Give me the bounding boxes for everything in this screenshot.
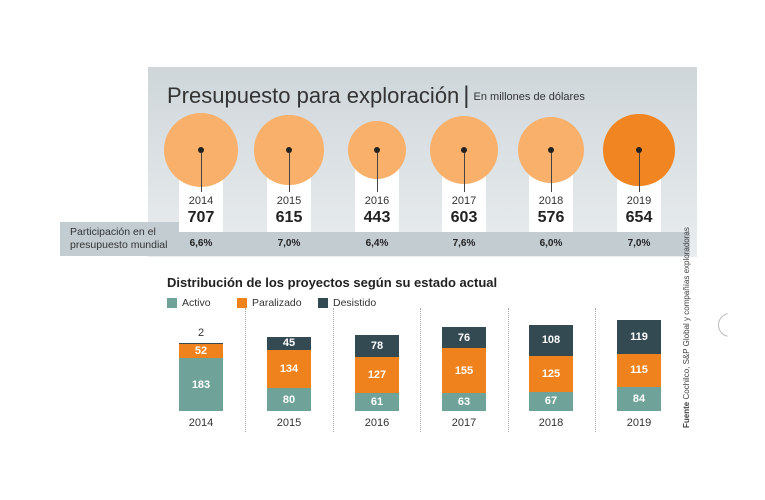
budget-value: 443 — [363, 209, 391, 226]
legend-label: Activo — [182, 297, 211, 309]
chart-title: Distribución de los proyectos según su e… — [167, 275, 498, 290]
budget-year: 2017 — [451, 195, 477, 207]
budget-year: 2019 — [626, 195, 652, 207]
legend-item: Activo — [167, 297, 211, 309]
source-note: Fuente Cochilco, S&P Global y compañías … — [682, 227, 691, 428]
budget-year: 2018 — [538, 195, 564, 207]
share-label: Participación en el presupuesto mundial — [70, 226, 167, 252]
x-tick-label: 2016 — [364, 417, 390, 429]
column-separator — [245, 308, 246, 432]
circle-stem — [201, 150, 202, 192]
title-separator: | — [463, 82, 470, 109]
bar-segment-desistido: 45 — [267, 336, 311, 350]
column-separator — [508, 308, 509, 432]
column-separator — [333, 308, 334, 432]
bar-segment-paralizado: 115 — [617, 353, 661, 387]
circle-center-dot — [636, 147, 642, 153]
share-band-right — [160, 232, 690, 256]
circle-center-dot — [461, 147, 467, 153]
scroll-edge-icon — [718, 313, 728, 337]
share-value: 6,0% — [539, 238, 563, 249]
x-tick-label: 2019 — [626, 417, 652, 429]
bar-segment-desistido — [179, 342, 223, 344]
budget-value: 576 — [537, 209, 565, 226]
legend-swatch — [237, 298, 247, 308]
legend-label: Paralizado — [252, 297, 302, 309]
budget-value: 603 — [450, 209, 478, 226]
share-value: 6,4% — [365, 238, 389, 249]
title-text: Presupuesto para exploración — [167, 83, 460, 108]
share-value: 7,0% — [627, 238, 651, 249]
x-tick-label: 2017 — [451, 417, 477, 429]
budget-year: 2015 — [276, 195, 302, 207]
circle-center-dot — [548, 147, 554, 153]
bar-segment-activo: 183 — [179, 358, 223, 411]
budget-value: 654 — [625, 209, 653, 226]
bar-segment-activo: 63 — [442, 392, 486, 411]
bar-segment-paralizado: 155 — [442, 348, 486, 393]
source-label: Fuente — [682, 401, 691, 428]
bar-segment-paralizado: 134 — [267, 349, 311, 389]
circle-stem — [289, 150, 290, 192]
x-tick-label: 2014 — [188, 417, 214, 429]
bar-segment-desistido: 76 — [442, 326, 486, 349]
circle-center-dot — [286, 147, 292, 153]
budget-year: 2016 — [364, 195, 390, 207]
bar-segment-activo: 84 — [617, 386, 661, 411]
x-tick-label: 2015 — [276, 417, 302, 429]
share-label-line1: Participación en el — [70, 226, 156, 238]
bar-segment-paralizado: 125 — [529, 355, 573, 392]
source-text: Cochilco, S&P Global y compañías explora… — [682, 227, 691, 400]
share-value: 6,6% — [189, 238, 213, 249]
budget-value: 615 — [275, 209, 303, 226]
title-subtitle: En millones de dólares — [473, 91, 585, 104]
x-tick-label: 2018 — [538, 417, 564, 429]
share-value: 7,6% — [452, 238, 476, 249]
legend-label: Desistido — [333, 297, 377, 309]
budget-title: Presupuesto para exploración | En millones… — [167, 82, 585, 110]
bar-segment-paralizado: 127 — [355, 357, 399, 394]
bar-segment-paralizado: 52 — [179, 343, 223, 359]
circle-stem — [551, 150, 552, 192]
column-separator — [595, 308, 596, 432]
bar-segment-activo: 80 — [267, 388, 311, 411]
bar-segment-activo: 67 — [529, 391, 573, 411]
bar-data-label: 2 — [197, 326, 205, 339]
circle-stem — [377, 150, 378, 192]
circle-center-dot — [374, 147, 380, 153]
column-separator — [420, 308, 421, 432]
legend-item: Desistido — [318, 297, 376, 309]
bar-segment-desistido: 119 — [617, 319, 661, 354]
circle-stem — [639, 150, 640, 192]
budget-year: 2014 — [188, 195, 214, 207]
legend-item: Paralizado — [237, 297, 302, 309]
circle-center-dot — [198, 147, 204, 153]
bar-segment-desistido: 78 — [355, 334, 399, 358]
share-label-line2: presupuesto mundial — [70, 239, 168, 251]
legend-swatch — [167, 298, 177, 308]
share-value: 7,0% — [277, 238, 301, 249]
budget-value: 707 — [187, 209, 215, 226]
legend-swatch — [318, 298, 328, 308]
circle-stem — [464, 150, 465, 192]
bar-segment-desistido: 108 — [529, 324, 573, 356]
bar-segment-activo: 61 — [355, 393, 399, 411]
